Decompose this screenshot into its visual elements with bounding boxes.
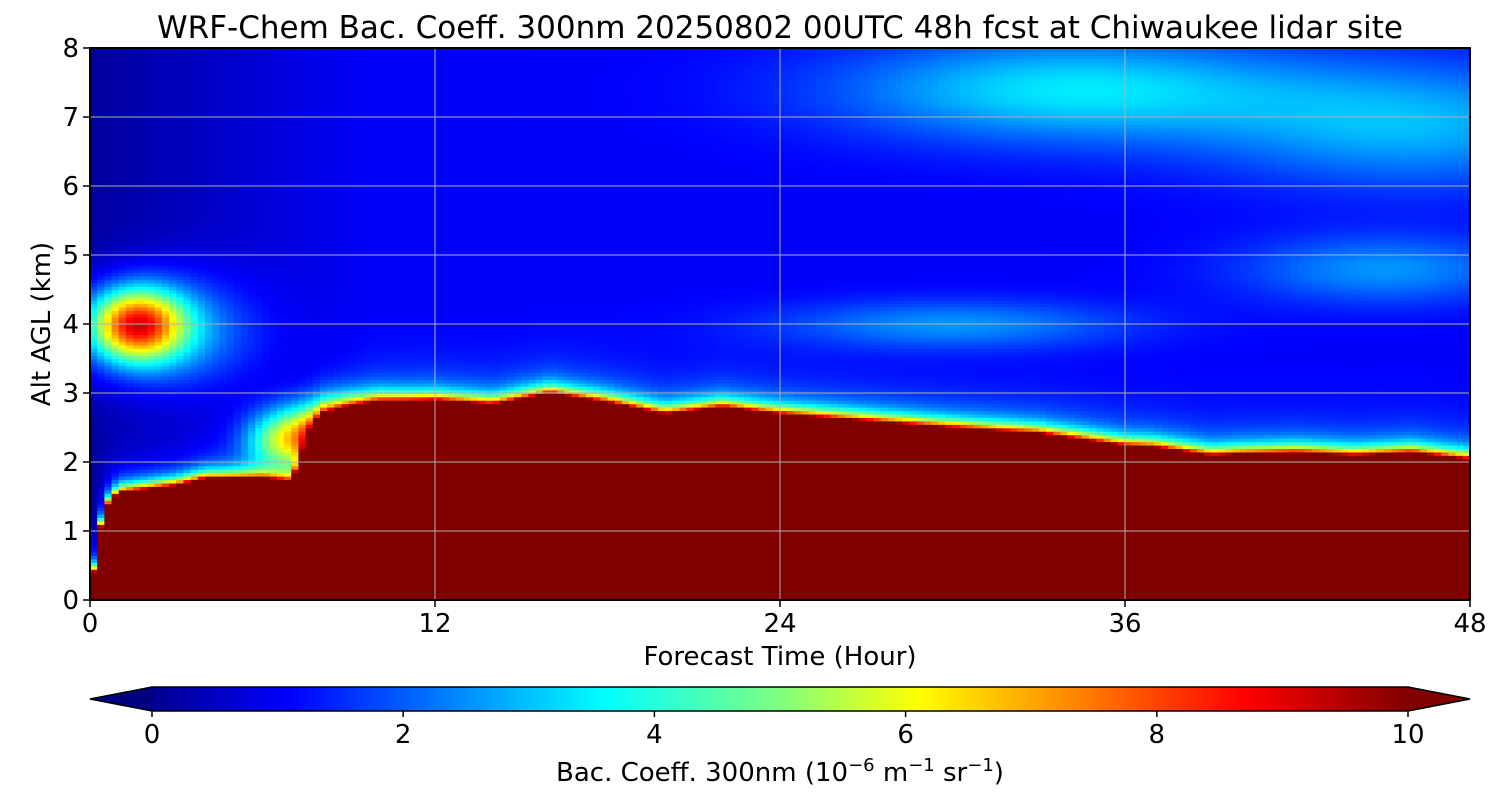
chart-title: WRF-Chem Bac. Coeff. 300nm 20250802 00UT… (157, 10, 1403, 46)
chart-figure: WRF-Chem Bac. Coeff. 300nm 20250802 00UT… (0, 0, 1500, 800)
